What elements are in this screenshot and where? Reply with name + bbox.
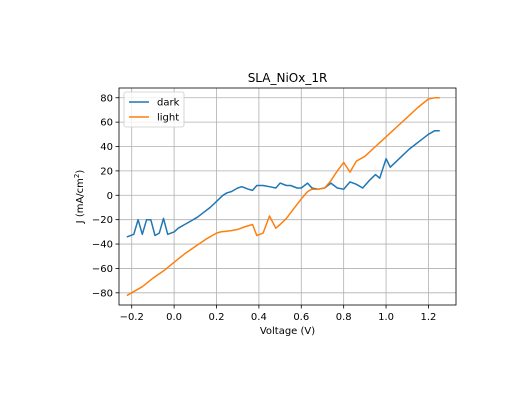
series-line-dark [126,129,440,238]
y-tick-label: 0 [107,191,113,202]
x-tick-label: 0.0 [166,312,182,323]
chart-title: SLA_NiOx_1R [248,71,328,85]
y-tick-label: 40 [100,142,113,153]
y-axis-label: J (mA/cm2) [73,170,86,225]
x-tick-label: 0.2 [209,312,225,323]
y-tick-label: −60 [92,264,113,275]
plot-lines [126,97,440,297]
plot-area-frame [118,87,457,306]
x-tick-label: 0.4 [251,312,267,323]
x-tick-label: 0.8 [336,312,352,323]
y-tick-label: 80 [100,93,113,104]
x-axis: −0.2 0.0 0.2 0.4 0.6 0.8 1.0 1.2 [120,305,436,323]
x-axis-label: Voltage (V) [260,326,315,337]
grid [119,88,456,305]
y-axis-label-text: J (mA/cm [75,178,86,224]
y-axis: −80 −60 −40 −20 0 20 40 60 80 [92,93,119,299]
x-tick-label: 1.0 [378,312,394,323]
x-tick-label: 1.2 [420,312,436,323]
series-line-light [126,97,440,297]
y-tick-label: 20 [100,166,113,177]
y-tick-label: 60 [100,118,113,129]
y-axis-label-superscript: 2 [73,174,81,178]
legend: dark light [123,91,185,128]
y-axis-label-close: ) [75,170,86,174]
x-tick-label: −0.2 [120,312,144,323]
legend-box [123,91,185,128]
legend-label-dark: dark [157,98,180,109]
x-tick-label: 0.6 [293,312,309,323]
y-tick-label: −40 [92,240,113,251]
legend-label-light: light [157,113,179,124]
y-tick-label: −80 [92,288,113,299]
y-tick-label: −20 [92,215,113,226]
